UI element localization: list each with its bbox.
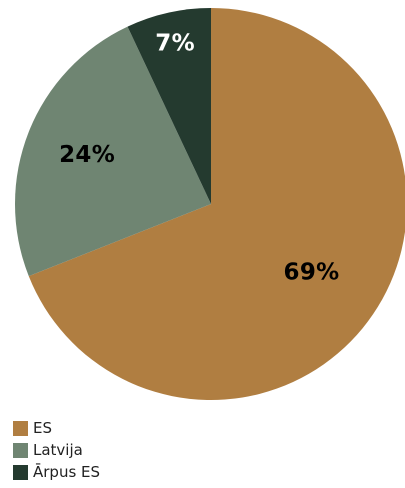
legend-swatch-arpus-es bbox=[13, 464, 28, 480]
chart-legend: ES Latvija Ārpus ES bbox=[13, 417, 100, 483]
legend-label-es: ES bbox=[33, 418, 52, 437]
legend-swatch-es bbox=[13, 420, 28, 436]
pie-slice-latvija bbox=[14, 26, 212, 277]
legend-item-arpus-es: Ārpus ES bbox=[13, 461, 100, 483]
legend-item-latvija: Latvija bbox=[13, 439, 100, 461]
pie-slice--rpus-es bbox=[127, 8, 211, 204]
legend-label-latvija: Latvija bbox=[33, 440, 83, 459]
legend-item-es: ES bbox=[13, 417, 100, 439]
legend-swatch-latvija bbox=[13, 442, 28, 458]
pie-label--rpus-es: 7% bbox=[155, 30, 195, 56]
pie-chart: 69% 24% 7% bbox=[14, 8, 405, 400]
pie-slice-es bbox=[28, 8, 405, 400]
legend-label-arpus-es: Ārpus ES bbox=[33, 462, 101, 481]
pie-label-es: 69% bbox=[284, 259, 340, 285]
pie-label-latvija: 24% bbox=[59, 142, 115, 168]
